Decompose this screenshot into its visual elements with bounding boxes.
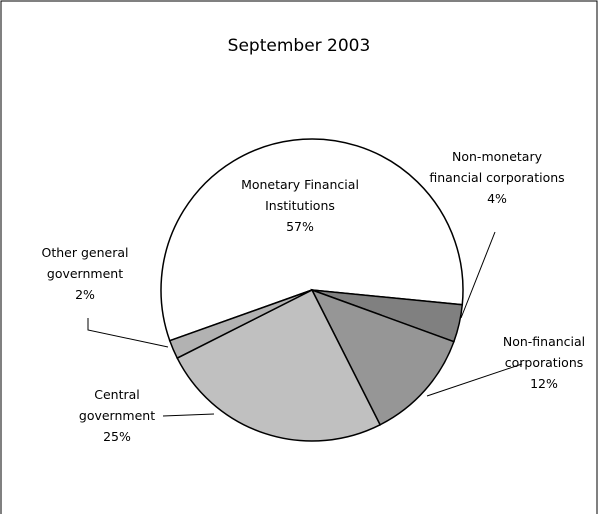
value-label: 2% [75, 287, 95, 302]
leader-line [87, 318, 169, 348]
chart-title: September 2003 [227, 36, 371, 56]
category-label: Non-financial corporations [502, 334, 586, 370]
leader-lines [87, 231, 523, 417]
slice-label: Central government 25% [62, 384, 172, 447]
pie-slice [160, 138, 464, 342]
value-label: 4% [487, 191, 507, 206]
category-label: Non-monetary financial corporations [429, 149, 565, 185]
slice-label: Non-financial corporations 12% [484, 331, 604, 394]
category-label: Central government [78, 387, 156, 423]
pie-slice [310, 288, 455, 426]
category-label: Other general government [41, 245, 129, 281]
leader-line [426, 363, 523, 397]
leader-line [460, 231, 496, 319]
leader-line [162, 413, 215, 417]
value-label: 57% [286, 219, 314, 234]
slice-label: Monetary Financial Institutions 57% [225, 174, 375, 237]
value-label: 25% [103, 429, 131, 444]
slice-label: Non-monetary financial corporations 4% [427, 146, 567, 209]
slice-label: Other general government 2% [20, 242, 150, 305]
value-label: 12% [530, 376, 558, 391]
pie-slice [168, 289, 313, 360]
pie-slice [176, 288, 382, 442]
category-label: Monetary Financial Institutions [241, 177, 359, 213]
